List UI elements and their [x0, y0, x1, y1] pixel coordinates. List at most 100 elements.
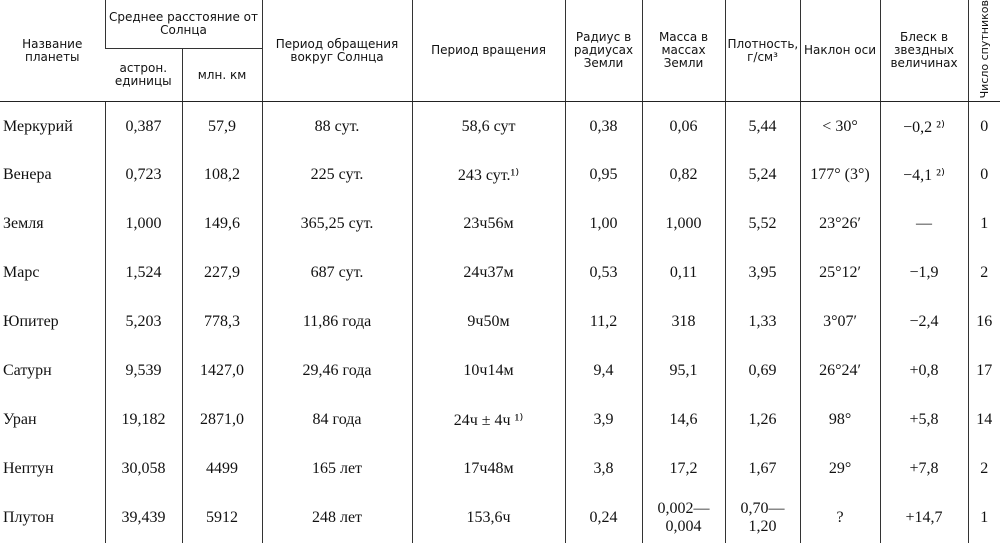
header-cell: Блеск в звездных величинах	[879, 0, 969, 103]
table-cell: 0,69	[724, 346, 801, 396]
header-cell: Масса в массах Земли	[641, 0, 726, 103]
header-cell: Среднее расстояние от Солнца	[104, 0, 263, 49]
planet-name: Земля	[3, 215, 44, 233]
table-cell: —	[879, 199, 969, 249]
table-row: Марс 1,524 227,9 687 сут. 24ч37м 0,53 0,11 3,95…	[0, 248, 1000, 298]
table-cell: 1,67	[724, 444, 801, 494]
table-cell: 98°	[799, 395, 881, 445]
table-cell: 25°12′	[799, 248, 881, 298]
table-cell: −0,2 ²⁾	[879, 101, 969, 151]
planet-name: Нептун	[3, 460, 54, 478]
table-cell: 1,000	[104, 199, 182, 249]
table-cell: 3,8	[564, 444, 643, 494]
table-cell: 29°	[799, 444, 881, 494]
table-cell: 0,82	[641, 150, 726, 200]
planet-name: Сатурн	[3, 362, 52, 380]
table-cell: 0,53	[564, 248, 643, 298]
table-cell: 24ч37м	[411, 248, 566, 298]
header-cell: Название планеты	[0, 0, 105, 103]
header-cell: Период обращения вокруг Солнца	[261, 0, 413, 103]
table-cell: 248 лет	[261, 493, 413, 543]
table-cell: −1,9	[879, 248, 969, 298]
table-cell: 0,002—0,004	[641, 493, 726, 543]
header-cell: астрон. единицы	[105, 47, 182, 103]
table-cell: 24ч ± 4ч ¹⁾	[411, 395, 566, 445]
table-cell: 2	[967, 248, 1000, 298]
table-cell: 9,4	[564, 346, 643, 396]
table-cell: 365,25 сут.	[261, 199, 413, 249]
table-row: Нептун 30,058 4499 165 лет 17ч48м 3,8 17,2 1,67…	[0, 444, 1000, 494]
table-cell: 57,9	[181, 101, 263, 151]
table-cell: 0,11	[641, 248, 726, 298]
table-cell: −4,1 ²⁾	[879, 150, 969, 200]
table-cell: −2,4	[879, 297, 969, 347]
table-cell: 84 года	[261, 395, 413, 445]
table-cell: 5,52	[724, 199, 801, 249]
table-cell: 3,9	[564, 395, 643, 445]
table-cell: 88 сут.	[261, 101, 413, 151]
table-cell: 225 сут.	[261, 150, 413, 200]
table-cell: 0,70—1,20	[724, 493, 801, 543]
table-cell: 1,26	[724, 395, 801, 445]
table-cell: 16	[967, 297, 1000, 347]
header-cell: Период вращения	[411, 0, 566, 103]
table-cell: 1	[967, 493, 1000, 543]
table-cell: 2	[967, 444, 1000, 494]
table-cell: 10ч14м	[411, 346, 566, 396]
planet-name: Венера	[3, 166, 52, 184]
header-cell: Наклон оси	[799, 0, 881, 103]
header-cell: Радиус в радиусах Земли	[564, 0, 643, 103]
table-cell: 30,058	[104, 444, 182, 494]
planet-name: Марс	[3, 264, 40, 282]
table-cell: 11,2	[564, 297, 643, 347]
table-cell: +0,8	[879, 346, 969, 396]
table-cell: 778,3	[181, 297, 263, 347]
table-cell: +14,7	[879, 493, 969, 543]
table-cell: 108,2	[181, 150, 263, 200]
table-cell: 227,9	[181, 248, 263, 298]
planet-name: Уран	[3, 411, 37, 429]
table-row: Сатурн 9,539 1427,0 29,46 года 10ч14м 9,4 95,1…	[0, 346, 1000, 396]
table-cell: 318	[641, 297, 726, 347]
planet-name: Меркурий	[3, 117, 73, 135]
header-cell: млн. км	[181, 47, 263, 103]
table-row: Плутон 39,439 5912 248 лет 153,6ч 0,24 0,002—0…	[0, 493, 1000, 543]
table-cell: 0,38	[564, 101, 643, 151]
table-cell: 1,00	[564, 199, 643, 249]
table-cell: 0	[967, 150, 1000, 200]
table-cell: 17,2	[641, 444, 726, 494]
table-cell: 11,86 года	[261, 297, 413, 347]
table-cell: 3,95	[724, 248, 801, 298]
table-cell: < 30°	[799, 101, 881, 151]
table-cell: 0	[967, 101, 1000, 151]
table-cell: 39,439	[104, 493, 182, 543]
table-cell: ?	[799, 493, 881, 543]
table-cell: 687 сут.	[261, 248, 413, 298]
table-cell: 5,44	[724, 101, 801, 151]
table-cell: 14	[967, 395, 1000, 445]
planet-name: Плутон	[3, 509, 54, 527]
table-cell: 95,1	[641, 346, 726, 396]
table-cell: 1,524	[104, 248, 182, 298]
table-cell: 149,6	[181, 199, 263, 249]
table-cell: 5,24	[724, 150, 801, 200]
table-cell: 9,539	[104, 346, 182, 396]
table-cell: 243 сут.¹⁾	[411, 150, 566, 200]
table-cell: 26°24′	[799, 346, 881, 396]
table-cell: 1	[967, 199, 1000, 249]
table-cell: 0,387	[104, 101, 182, 151]
table-cell: 0,95	[564, 150, 643, 200]
table-row: Юпитер 5,203 778,3 11,86 года 9ч50м 11,2 318 1,…	[0, 297, 1000, 347]
table-body: Меркурий 0,387 57,9 88 сут. 58,6 сут 0,38 0,06…	[0, 101, 1000, 543]
table-cell: 9ч50м	[411, 297, 566, 347]
table-cell: 5912	[181, 493, 263, 543]
table-cell: 17ч48м	[411, 444, 566, 494]
table-cell: 0,06	[641, 101, 726, 151]
table-cell: 153,6ч	[411, 493, 566, 543]
table-cell: 165 лет	[261, 444, 413, 494]
table-cell: 3°07′	[799, 297, 881, 347]
table-row: Уран 19,182 2871,0 84 года 24ч ± 4ч ¹⁾ 3,9 14,…	[0, 395, 1000, 445]
header-cell: Число спутников	[967, 0, 1000, 103]
table-cell: 4499	[181, 444, 263, 494]
